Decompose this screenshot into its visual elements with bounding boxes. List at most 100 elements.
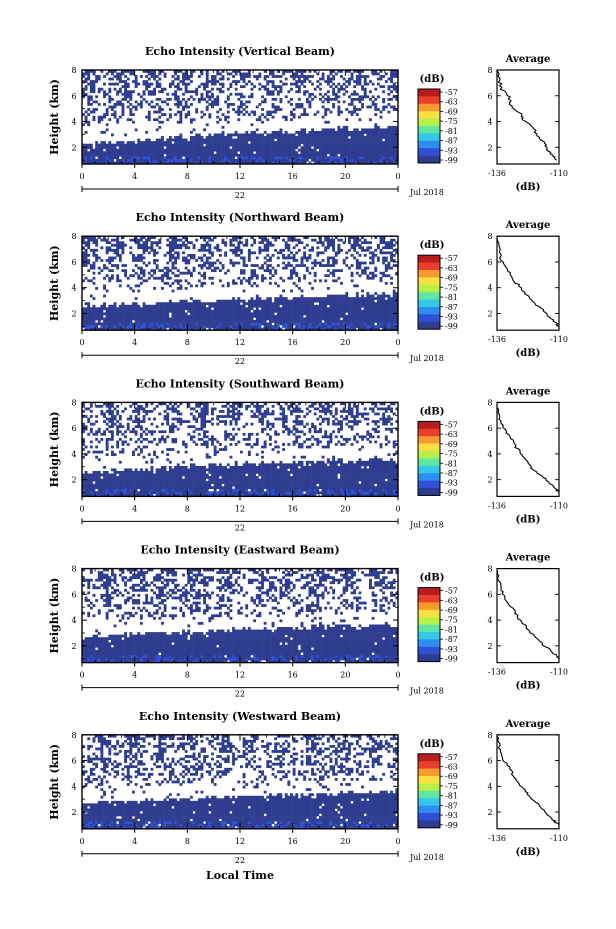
heatmap-cell bbox=[321, 100, 325, 104]
heatmap-cell bbox=[390, 327, 393, 331]
heatmap-cell bbox=[303, 138, 307, 142]
heatmap-cell bbox=[382, 97, 386, 101]
heatmap-cell bbox=[350, 246, 354, 250]
heatmap-cell bbox=[284, 95, 288, 99]
heatmap-cell bbox=[234, 281, 238, 285]
heatmap-cell bbox=[211, 143, 214, 147]
heatmap-cell bbox=[171, 146, 175, 150]
heatmap-cell bbox=[350, 110, 354, 114]
heatmap-cell bbox=[221, 312, 225, 316]
heatmap-cell bbox=[358, 141, 362, 144]
heatmap-cell bbox=[326, 243, 330, 247]
heatmap-cell bbox=[171, 289, 175, 293]
heatmap-cell bbox=[319, 138, 322, 142]
heatmap-cell bbox=[213, 320, 217, 323]
heatmap-cell bbox=[284, 266, 288, 270]
heatmap-cell bbox=[189, 146, 193, 150]
heatmap-cell bbox=[258, 133, 262, 137]
heatmap-cell bbox=[316, 161, 320, 165]
heatmap-cell bbox=[124, 153, 128, 157]
heatmap-cell bbox=[261, 120, 264, 124]
heatmap-cell bbox=[205, 92, 209, 96]
heatmap-cell bbox=[284, 130, 288, 134]
heatmap-cell bbox=[208, 146, 212, 150]
heatmap-cell bbox=[182, 304, 185, 308]
heatmap-cell bbox=[250, 87, 254, 91]
heatmap-cell bbox=[321, 322, 325, 326]
heatmap-cell bbox=[268, 309, 272, 313]
heatmap-cell bbox=[176, 146, 180, 150]
heatmap-cell bbox=[139, 312, 143, 316]
heatmap-cell bbox=[229, 238, 233, 242]
heatmap-cell bbox=[366, 133, 370, 137]
heatmap-cell bbox=[376, 256, 380, 260]
heatmap-cell bbox=[126, 70, 130, 73]
heatmap-cell bbox=[332, 327, 336, 331]
heatmap-cell bbox=[95, 478, 99, 482]
heatmap-cell bbox=[374, 125, 378, 129]
heatmap-cell bbox=[142, 261, 146, 265]
heatmap-cell bbox=[132, 148, 135, 152]
heatmap-cell bbox=[105, 108, 109, 111]
heatmap-cell bbox=[168, 299, 172, 303]
heatmap-cell bbox=[121, 92, 125, 96]
heatmap-cell bbox=[226, 141, 230, 144]
heatmap-cell bbox=[313, 307, 317, 311]
heatmap-cell bbox=[187, 148, 191, 152]
heatmap-cell bbox=[326, 95, 330, 99]
heatmap-cell bbox=[334, 95, 338, 99]
heatmap-cell bbox=[242, 146, 246, 150]
heatmap-cell bbox=[290, 264, 293, 267]
heatmap-cell bbox=[347, 327, 351, 331]
heatmap-cell bbox=[113, 325, 117, 328]
heatmap-cell bbox=[187, 143, 191, 147]
heatmap-cell bbox=[345, 138, 349, 142]
heatmap-cell bbox=[166, 309, 170, 313]
heatmap-cell bbox=[150, 246, 154, 250]
heatmap-cell bbox=[205, 146, 209, 150]
heatmap-cell bbox=[350, 136, 354, 139]
heatmap-cell bbox=[155, 317, 159, 321]
heatmap-cell bbox=[366, 138, 370, 142]
heatmap-cell bbox=[155, 264, 159, 267]
heatmap-cell bbox=[308, 302, 312, 306]
heatmap-cell bbox=[284, 307, 288, 311]
heatmap-cell bbox=[145, 70, 149, 73]
heatmap-cell bbox=[200, 264, 204, 267]
heatmap-cell bbox=[92, 432, 96, 436]
heatmap-cell bbox=[342, 312, 346, 316]
y-tick-label: 2 bbox=[71, 309, 76, 318]
heatmap-cell bbox=[137, 320, 141, 323]
heatmap-cell bbox=[358, 266, 362, 270]
heatmap-cell bbox=[395, 271, 399, 275]
heatmap-cell bbox=[89, 415, 93, 418]
heatmap-cell bbox=[382, 158, 386, 162]
heatmap-cell bbox=[208, 80, 212, 83]
heatmap-cell bbox=[147, 238, 151, 242]
heatmap-cell bbox=[92, 118, 96, 122]
heatmap-cell bbox=[379, 136, 383, 139]
heatmap-cell bbox=[213, 103, 217, 106]
heatmap-cell bbox=[121, 307, 125, 311]
heatmap-cell bbox=[390, 90, 393, 94]
heatmap-cell bbox=[297, 302, 301, 306]
heatmap-cell bbox=[282, 133, 286, 137]
heatmap-cell bbox=[95, 473, 99, 477]
heatmap-cell bbox=[234, 307, 238, 311]
heatmap-cell bbox=[387, 146, 391, 150]
heatmap-cell bbox=[324, 246, 328, 250]
heatmap-cell bbox=[171, 158, 175, 162]
heatmap-cell bbox=[297, 297, 301, 300]
heatmap-cell bbox=[326, 287, 330, 290]
heatmap-cell bbox=[261, 85, 264, 89]
heatmap-cell bbox=[263, 130, 267, 134]
heatmap-cell bbox=[142, 302, 146, 306]
heatmap-cell bbox=[303, 77, 307, 81]
heatmap-cell bbox=[171, 317, 175, 321]
heatmap-cell bbox=[237, 253, 241, 257]
heatmap-cell bbox=[295, 80, 299, 83]
heatmap-cell bbox=[369, 138, 372, 142]
heatmap-cell bbox=[263, 143, 267, 147]
heatmap-cell bbox=[184, 158, 188, 162]
heatmap-cell bbox=[87, 312, 91, 316]
